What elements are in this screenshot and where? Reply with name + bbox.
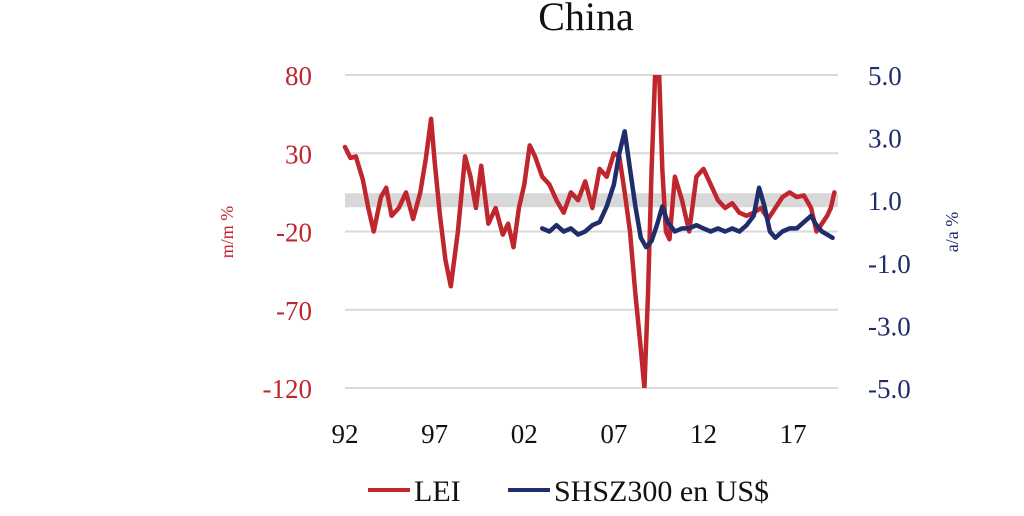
x-tick-label: 97 <box>421 419 448 449</box>
left-tick-label: -70 <box>276 296 312 326</box>
x-tick-label: 17 <box>780 419 807 449</box>
left-tick-label: -20 <box>276 218 312 248</box>
right-tick-label: 1.0 <box>868 186 902 216</box>
left-tick-label: -120 <box>263 374 313 404</box>
left-tick-label: 80 <box>285 61 312 91</box>
left-tick-label: 30 <box>285 139 312 169</box>
right-axis-label: a/a % <box>942 212 962 252</box>
x-tick-label: 12 <box>690 419 717 449</box>
right-axis-ticks: 5.0 3.0 1.0 -1.0 -3.0 -5.0 <box>868 61 911 404</box>
x-axis-ticks: 92 97 02 07 12 17 <box>332 419 807 449</box>
legend-label-shsz300: SHSZ300 en US$ <box>554 475 769 508</box>
series-layer <box>342 75 837 388</box>
right-tick-label: 5.0 <box>868 61 902 91</box>
x-tick-label: 02 <box>511 419 538 449</box>
series-line-lei <box>342 75 837 388</box>
x-tick-label: 92 <box>332 419 359 449</box>
right-tick-label: 3.0 <box>868 124 902 154</box>
left-axis-ticks: 80 30 -20 -70 -120 <box>263 61 313 404</box>
grid <box>345 74 838 389</box>
series-line-shsz300 <box>539 129 835 250</box>
legend-label-lei: LEI <box>414 475 461 508</box>
chart-title: China <box>538 0 634 39</box>
x-tick-label: 07 <box>600 419 627 449</box>
legend: LEI SHSZ300 en US$ <box>368 475 769 508</box>
right-tick-label: -1.0 <box>868 249 911 279</box>
right-tick-label: -3.0 <box>868 311 911 341</box>
right-tick-label: -5.0 <box>868 374 911 404</box>
left-axis-label: m/m % <box>217 206 237 259</box>
